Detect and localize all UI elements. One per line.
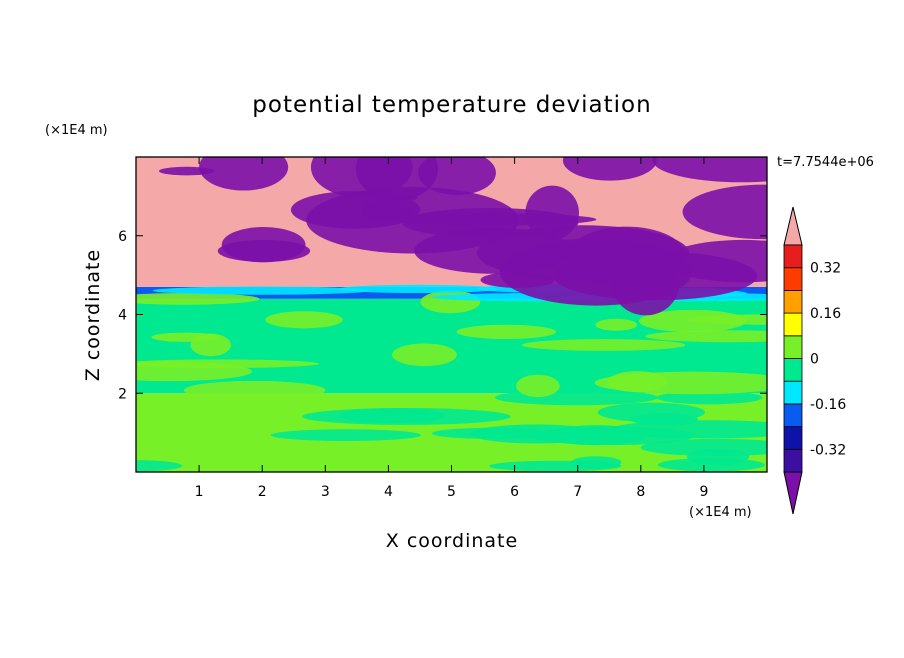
- band-3-patch: [221, 227, 306, 263]
- colorbar-tick-label: -0.16: [810, 397, 846, 413]
- band-0-patch: [488, 460, 622, 472]
- band-1-patch: [456, 324, 557, 340]
- band-1-patch: [265, 311, 343, 329]
- colorbar-tick-label: 0: [810, 352, 819, 368]
- x-axis-unit: (×1E4 m): [689, 505, 752, 520]
- band-0-patch: [610, 420, 767, 439]
- colorbar-segment: [783, 358, 803, 382]
- band-0-patch: [656, 390, 763, 405]
- band-3-patch: [306, 187, 519, 254]
- x-axis-ticks: 1 2 3 4 5 6 7 8 9: [195, 157, 708, 500]
- x-axis-label: X coordinate: [386, 530, 518, 552]
- band-0-patch: [339, 408, 445, 423]
- colorbar-segment: [783, 312, 803, 337]
- y-tick-label: 6: [118, 229, 127, 245]
- colorbar-tick-label: 0.16: [810, 306, 841, 322]
- colorbar: 0.32 0.16 0 -0.16 -0.32: [783, 206, 846, 515]
- chart-title: potential temperature deviation: [252, 92, 651, 118]
- colorbar-segment: [783, 267, 803, 291]
- band-3-patch: [477, 225, 689, 281]
- band-1-patch: [183, 380, 326, 400]
- band-0-patch: [270, 429, 422, 441]
- colorbar-segment: [783, 403, 803, 427]
- x-tick-label: 5: [447, 484, 456, 500]
- x-tick-label: 2: [258, 484, 267, 500]
- colorbar-segment: [783, 335, 803, 359]
- y-tick-label: 2: [118, 386, 127, 402]
- band-0-patch: [657, 458, 765, 472]
- y-axis-unit: (×1E4 m): [45, 123, 108, 138]
- x-tick-label: 3: [321, 484, 330, 500]
- x-tick-label: 4: [384, 484, 393, 500]
- colorbar-segment: [783, 426, 803, 450]
- colorbar-over-triangle: [783, 206, 803, 246]
- colorbar-segment: [783, 380, 803, 405]
- temperature-patches: [136, 157, 767, 472]
- x-tick-label: 8: [636, 484, 645, 500]
- band-3-patch: [199, 157, 289, 191]
- colorbar-segment: [783, 448, 803, 473]
- band-1-patch: [420, 290, 481, 314]
- band-0-patch: [640, 438, 767, 457]
- band-0-patch: [136, 460, 183, 472]
- band-1-patch: [136, 293, 260, 305]
- band-1-patch: [645, 330, 767, 343]
- colorbar-under-triangle: [783, 471, 803, 515]
- colorbar-segment: [783, 289, 803, 314]
- band-3-patch: [652, 157, 767, 183]
- band-3-patch: [562, 157, 657, 181]
- x-tick-label: 1: [195, 484, 204, 500]
- band-1-patch: [516, 374, 560, 398]
- y-axis-ticks: 2 4 6: [118, 229, 767, 402]
- band-1-patch: [595, 318, 638, 331]
- plot-area: [136, 157, 767, 472]
- band-1-patch: [392, 343, 457, 367]
- y-axis-label: Z coordinate: [82, 249, 104, 381]
- band-2-patch: [338, 284, 498, 294]
- band-1-patch: [190, 333, 231, 357]
- band-1-patch: [521, 339, 686, 351]
- x-tick-label: 7: [573, 484, 582, 500]
- band-2-patch: [152, 286, 371, 295]
- band-3-patch: [682, 184, 767, 240]
- band-3-patch: [310, 157, 413, 198]
- x-tick-label: 6: [510, 484, 519, 500]
- x-tick-label: 9: [699, 484, 708, 500]
- band-1-patch: [638, 309, 747, 333]
- band-1-patch: [594, 371, 767, 395]
- colorbar-tick-label: 0.32: [810, 261, 841, 277]
- band-0-patch: [470, 424, 602, 444]
- colorbar-tick-label: -0.32: [810, 442, 846, 458]
- time-label: t=7.7544e+06: [777, 155, 874, 170]
- colorbar-segment: [783, 244, 803, 269]
- y-tick-label: 4: [118, 308, 127, 324]
- band-1-patch: [136, 359, 319, 369]
